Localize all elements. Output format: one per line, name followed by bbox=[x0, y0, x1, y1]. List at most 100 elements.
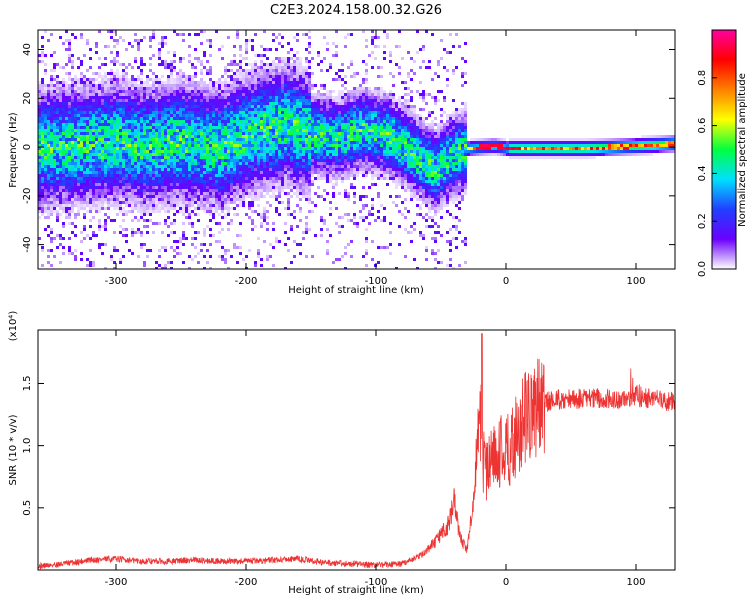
heatmap-cell bbox=[263, 102, 266, 105]
heatmap-cell bbox=[281, 75, 284, 78]
heatmap-cell bbox=[188, 213, 191, 216]
heatmap-cell bbox=[212, 135, 215, 138]
heatmap-cell bbox=[68, 177, 71, 180]
heatmap-cell bbox=[326, 150, 329, 153]
heatmap-cell bbox=[203, 168, 206, 171]
heatmap-cell bbox=[293, 177, 296, 180]
heatmap-cell bbox=[305, 147, 308, 150]
heatmap-cell bbox=[299, 171, 302, 174]
heatmap-cell bbox=[218, 99, 221, 102]
heatmap-cell bbox=[161, 42, 164, 45]
heatmap-cell bbox=[164, 90, 167, 93]
heatmap-cell bbox=[137, 87, 140, 90]
heatmap-cell bbox=[176, 168, 179, 171]
heatmap-cell bbox=[230, 180, 233, 183]
heatmap-cell bbox=[137, 126, 140, 129]
heatmap-cell bbox=[182, 111, 185, 114]
heatmap-cell bbox=[326, 93, 329, 96]
heatmap-cell bbox=[176, 129, 179, 132]
heatmap-cell bbox=[209, 159, 212, 162]
heatmap-cell bbox=[269, 150, 272, 153]
heatmap-cell bbox=[272, 108, 275, 111]
heatmap-cell bbox=[62, 126, 65, 129]
heatmap-cell bbox=[182, 75, 185, 78]
heatmap-cell bbox=[185, 147, 188, 150]
heatmap-cell bbox=[119, 204, 122, 207]
heatmap-cell bbox=[80, 84, 83, 87]
heatmap-cell bbox=[176, 183, 179, 186]
heatmap-cell bbox=[194, 102, 197, 105]
heatmap-cell bbox=[227, 99, 230, 102]
heatmap-cell bbox=[119, 180, 122, 183]
heatmap-cell bbox=[164, 249, 167, 252]
heatmap-cell bbox=[194, 114, 197, 117]
heatmap-cell bbox=[167, 87, 170, 90]
heatmap-cell bbox=[266, 69, 269, 72]
heatmap-cell bbox=[287, 174, 290, 177]
heatmap-cell bbox=[302, 66, 305, 69]
heatmap-cell bbox=[278, 159, 281, 162]
heatmap-cell bbox=[161, 81, 164, 84]
heatmap-cell bbox=[95, 174, 98, 177]
heatmap-cell bbox=[89, 84, 92, 87]
heatmap-cell bbox=[263, 141, 266, 144]
heatmap-cell bbox=[299, 117, 302, 120]
heatmap-cell bbox=[242, 189, 245, 192]
heatmap-cell bbox=[74, 93, 77, 96]
heatmap-cell bbox=[278, 120, 281, 123]
heatmap-cell bbox=[281, 78, 284, 81]
heatmap-cell bbox=[224, 153, 227, 156]
heatmap-cell bbox=[104, 87, 107, 90]
heatmap-cell bbox=[176, 246, 179, 249]
heatmap-cell bbox=[260, 60, 263, 63]
heatmap-cell bbox=[140, 180, 143, 183]
heatmap-cell bbox=[311, 156, 314, 159]
heatmap-cell bbox=[218, 186, 221, 189]
heatmap-cell bbox=[47, 177, 50, 180]
heatmap-cell bbox=[47, 213, 50, 216]
heatmap-cell bbox=[233, 60, 236, 63]
heatmap-cell bbox=[176, 141, 179, 144]
heatmap-cell bbox=[197, 177, 200, 180]
heatmap-cell bbox=[71, 111, 74, 114]
heatmap-cell bbox=[296, 93, 299, 96]
heatmap-cell bbox=[143, 198, 146, 201]
heatmap-cell bbox=[92, 174, 95, 177]
heatmap-cell bbox=[305, 156, 308, 159]
heatmap-cell bbox=[167, 120, 170, 123]
heatmap-cell bbox=[62, 159, 65, 162]
heatmap-cell bbox=[224, 180, 227, 183]
heatmap-cell bbox=[62, 174, 65, 177]
heatmap-cell bbox=[125, 117, 128, 120]
heatmap-cell bbox=[236, 177, 239, 180]
heatmap-cell bbox=[212, 123, 215, 126]
heatmap-cell bbox=[182, 213, 185, 216]
heatmap-cell bbox=[248, 180, 251, 183]
heatmap-cell bbox=[218, 147, 221, 150]
heatmap-cell bbox=[305, 33, 308, 36]
heatmap-cell bbox=[194, 75, 197, 78]
heatmap-cell bbox=[140, 147, 143, 150]
heatmap-cell bbox=[239, 180, 242, 183]
heatmap-cell bbox=[329, 66, 332, 69]
heatmap-cell bbox=[170, 153, 173, 156]
heatmap-cell bbox=[50, 54, 53, 57]
heatmap-cell bbox=[206, 210, 209, 213]
heatmap-cell bbox=[65, 120, 68, 123]
heatmap-cell bbox=[182, 180, 185, 183]
heatmap-cell bbox=[173, 255, 176, 258]
heatmap-cell bbox=[170, 123, 173, 126]
heatmap-cell bbox=[56, 204, 59, 207]
heatmap-cell bbox=[56, 162, 59, 165]
heatmap-cell bbox=[143, 84, 146, 87]
heatmap-cell bbox=[173, 141, 176, 144]
heatmap-cell bbox=[38, 54, 41, 57]
heatmap-cell bbox=[92, 192, 95, 195]
heatmap-cell bbox=[101, 102, 104, 105]
heatmap-cell bbox=[113, 75, 116, 78]
heatmap-cell bbox=[254, 129, 257, 132]
heatmap-cell bbox=[209, 267, 212, 269]
heatmap-cell bbox=[131, 219, 134, 222]
heatmap-cell bbox=[185, 96, 188, 99]
heatmap-cell bbox=[122, 129, 125, 132]
